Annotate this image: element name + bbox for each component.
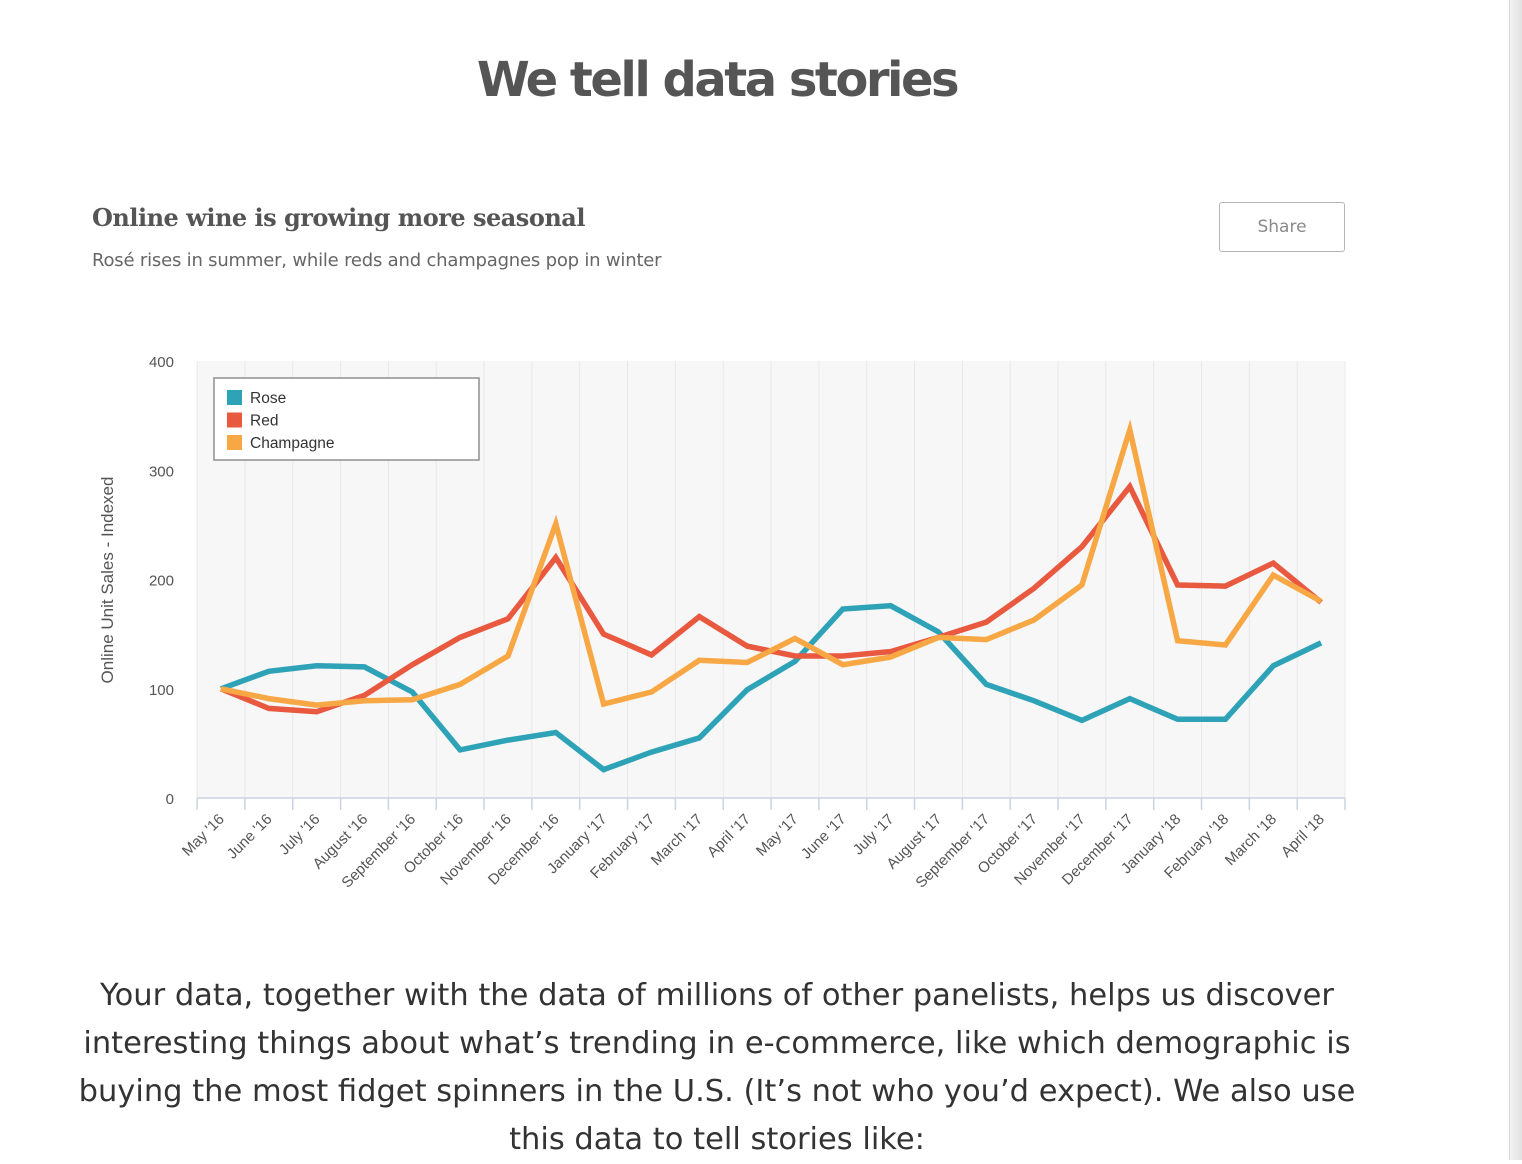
x-tick-label: July '16 xyxy=(276,811,324,859)
share-button[interactable]: Share xyxy=(1219,202,1345,252)
y-tick-label: 0 xyxy=(166,791,174,808)
y-tick-label: 100 xyxy=(149,682,174,699)
y-tick-label: 200 xyxy=(149,573,174,590)
chart-subtitle: Rosé rises in summer, while reds and cha… xyxy=(92,250,662,271)
legend-box xyxy=(213,377,480,461)
series-line-rose xyxy=(220,602,1323,773)
body-paragraph: Your data, together with the data of mil… xyxy=(78,978,1356,1157)
legend-swatch xyxy=(227,390,242,405)
page-heading: We tell data stories xyxy=(476,52,960,108)
legend-label: Red xyxy=(250,413,278,430)
legend-label: Rose xyxy=(250,390,286,407)
window-edge xyxy=(1509,0,1522,1160)
x-tick-label: June '16 xyxy=(224,811,276,863)
y-tick-label: 300 xyxy=(149,463,174,480)
x-tick-label: April '18 xyxy=(1278,811,1328,861)
y-axis-title: Online Unit Sales - Indexed xyxy=(98,477,117,684)
x-tick-label: April '17 xyxy=(704,811,754,861)
x-tick-label: May '17 xyxy=(753,811,802,860)
x-tick-label: June '17 xyxy=(798,811,850,863)
chart-title: Online wine is growing more seasonal xyxy=(92,203,585,232)
series-line-champagne xyxy=(220,419,1323,708)
x-tick-label: May '16 xyxy=(179,811,228,860)
legend-label: Champagne xyxy=(250,435,334,452)
legend-swatch xyxy=(227,435,242,450)
x-tick-label: March '17 xyxy=(648,811,706,869)
legend-swatch xyxy=(227,412,242,428)
x-tick-label: July '17 xyxy=(850,811,898,859)
y-tick-label: 400 xyxy=(149,354,174,371)
x-tick-label: March '18 xyxy=(1222,811,1280,869)
